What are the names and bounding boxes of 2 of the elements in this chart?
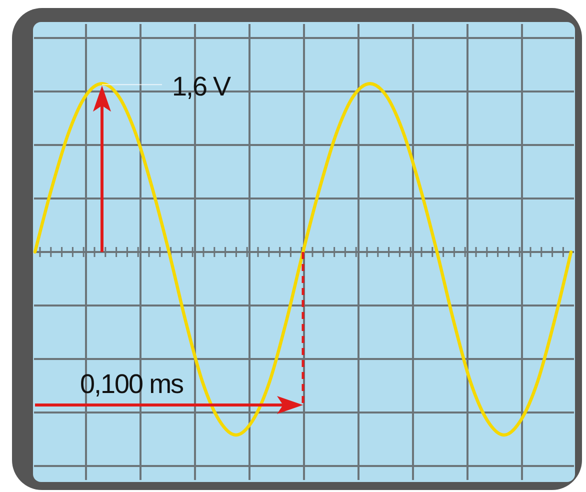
annotation: 0,100 ms — [80, 369, 184, 399]
annotation: 1,6 V — [172, 72, 232, 102]
